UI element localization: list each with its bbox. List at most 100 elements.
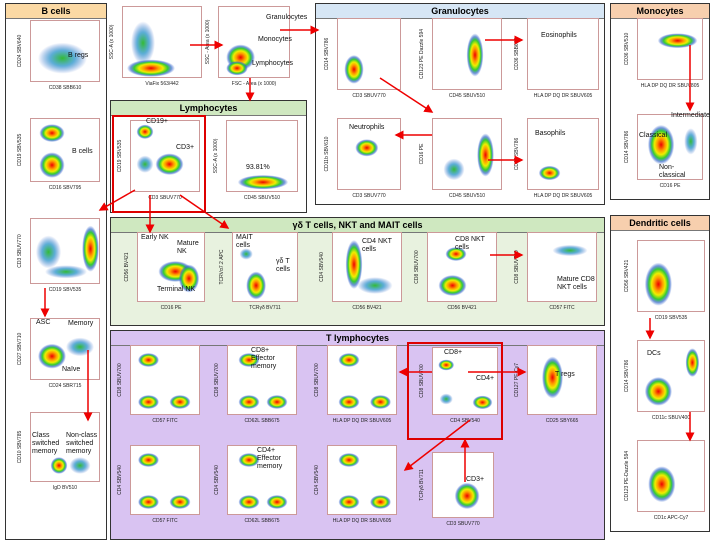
gate-label: CD4 NKT cells — [362, 238, 392, 253]
x-axis-label: CD38 SBB610 — [48, 85, 82, 91]
y-axis-label: CD123 PE Dazzle 594 — [419, 28, 425, 80]
y-axis-label: SSC-A (x 1000) — [109, 24, 115, 60]
x-axis-label: HLA DP DQ DR SBUV805 — [640, 83, 700, 89]
cell-cluster — [445, 247, 467, 261]
y-axis-label: CD11b SBV610 — [324, 136, 330, 172]
y-axis-label: CD4 SBV540 — [314, 465, 320, 495]
cell-cluster — [266, 395, 288, 409]
plot — [432, 118, 502, 190]
cell-cluster — [338, 453, 360, 467]
density — [127, 21, 175, 77]
density — [438, 247, 467, 296]
cell-cluster — [82, 225, 99, 272]
gate-label: Neutrophils — [349, 124, 385, 131]
gate-label: Monocytes — [258, 36, 292, 43]
x-axis-label: CD56 BV421 — [447, 305, 477, 311]
density — [39, 124, 65, 178]
gate-label: MAIT cells — [236, 234, 253, 249]
gate-label: Naïve — [62, 366, 81, 373]
plot — [130, 345, 200, 415]
x-axis-label: HLA DP DQ DR SBUV605 — [332, 418, 392, 424]
gate-label: γδ T cells — [276, 258, 291, 273]
y-axis-label: CD56 SBV421 — [624, 259, 630, 293]
gate-label: CD4+ — [476, 375, 495, 382]
cell-cluster — [238, 395, 260, 409]
plot — [527, 345, 597, 415]
density — [238, 353, 288, 409]
cell-cluster — [685, 348, 700, 377]
plot — [427, 232, 497, 302]
cell-cluster — [648, 466, 676, 503]
cell-cluster — [552, 244, 588, 257]
density — [237, 175, 289, 190]
x-axis-label: CD16 PE — [659, 183, 681, 189]
gate-label: CD19+ — [146, 118, 168, 125]
plot — [30, 412, 100, 482]
plot — [232, 232, 298, 302]
x-axis-label: IgD BV510 — [52, 485, 78, 491]
x-axis-label: CD3 SBUV770 — [148, 195, 182, 201]
cell-cluster — [138, 453, 159, 467]
y-axis-label: CD8 SBUV700 — [414, 250, 420, 284]
gate-label: CD4+ Effector memory — [257, 447, 283, 470]
plot — [637, 114, 703, 180]
gate-label: CD3+ — [176, 144, 195, 151]
density — [239, 248, 266, 300]
cell-cluster — [178, 264, 200, 293]
plot — [332, 232, 402, 302]
cell-cluster — [238, 353, 260, 367]
density — [648, 466, 676, 503]
cell-cluster — [644, 377, 672, 406]
cell-cluster — [237, 175, 289, 190]
cell-cluster — [238, 453, 260, 467]
cell-cluster — [138, 353, 159, 367]
cell-cluster — [357, 277, 393, 294]
plot — [30, 218, 100, 284]
x-axis-label: HLA DP DQ DR SBUV605 — [533, 93, 593, 99]
x-axis-label: CD62L SBB675 — [244, 518, 280, 524]
x-axis-label: CD3 SBUV770 — [352, 193, 386, 199]
cell-cluster — [35, 235, 62, 269]
density — [443, 133, 494, 181]
gate-label: Non-class switched memory — [66, 432, 98, 455]
y-axis-label: CD19 SBV535 — [117, 139, 123, 173]
plot — [130, 445, 200, 515]
cell-cluster — [238, 495, 260, 509]
gate-label: B regs — [68, 52, 89, 59]
density — [138, 353, 191, 409]
plot — [30, 20, 100, 82]
x-axis-label: CD3 SBUV770 — [352, 93, 386, 99]
y-axis-label: TCRγδ BV711 — [419, 469, 425, 501]
density — [644, 348, 700, 406]
plot — [432, 452, 494, 518]
x-axis-label: ViaFix 563/442 — [145, 81, 179, 87]
y-axis-label: CD8 SBUV700 — [314, 363, 320, 397]
plot — [30, 318, 100, 380]
plot — [637, 440, 705, 512]
density — [528, 19, 600, 91]
cell-cluster — [370, 395, 391, 409]
gate-label: ASC — [36, 319, 51, 326]
plot — [527, 118, 599, 190]
gate-label: CD8+ Effector memory — [251, 347, 277, 370]
gate-label: CD3+ — [466, 476, 485, 483]
x-axis-label: CD19 SBV535 — [654, 315, 688, 321]
cell-cluster — [127, 59, 175, 77]
density — [657, 33, 698, 49]
y-axis-label: CD127 PE-Cy7 — [514, 362, 520, 398]
density — [50, 457, 91, 474]
x-axis-label: CD45 SBUV510 — [448, 193, 486, 199]
x-axis-label: CD19 SBV535 — [48, 287, 82, 293]
plot — [337, 18, 401, 90]
cell-cluster — [226, 61, 248, 76]
density — [138, 453, 191, 509]
y-axis-label: CD123 PE-Dazzle 594 — [624, 450, 630, 502]
gate-label: Class switched memory — [32, 432, 60, 455]
y-axis-label: CD8 SBUV700 — [419, 364, 425, 398]
cell-cluster — [136, 124, 154, 139]
plot — [218, 6, 290, 78]
y-axis-label: CD14 SBV786 — [324, 37, 330, 71]
gate-label: DCs — [647, 350, 661, 357]
x-axis-label: CD25 SBY665 — [545, 418, 579, 424]
density — [454, 482, 480, 510]
